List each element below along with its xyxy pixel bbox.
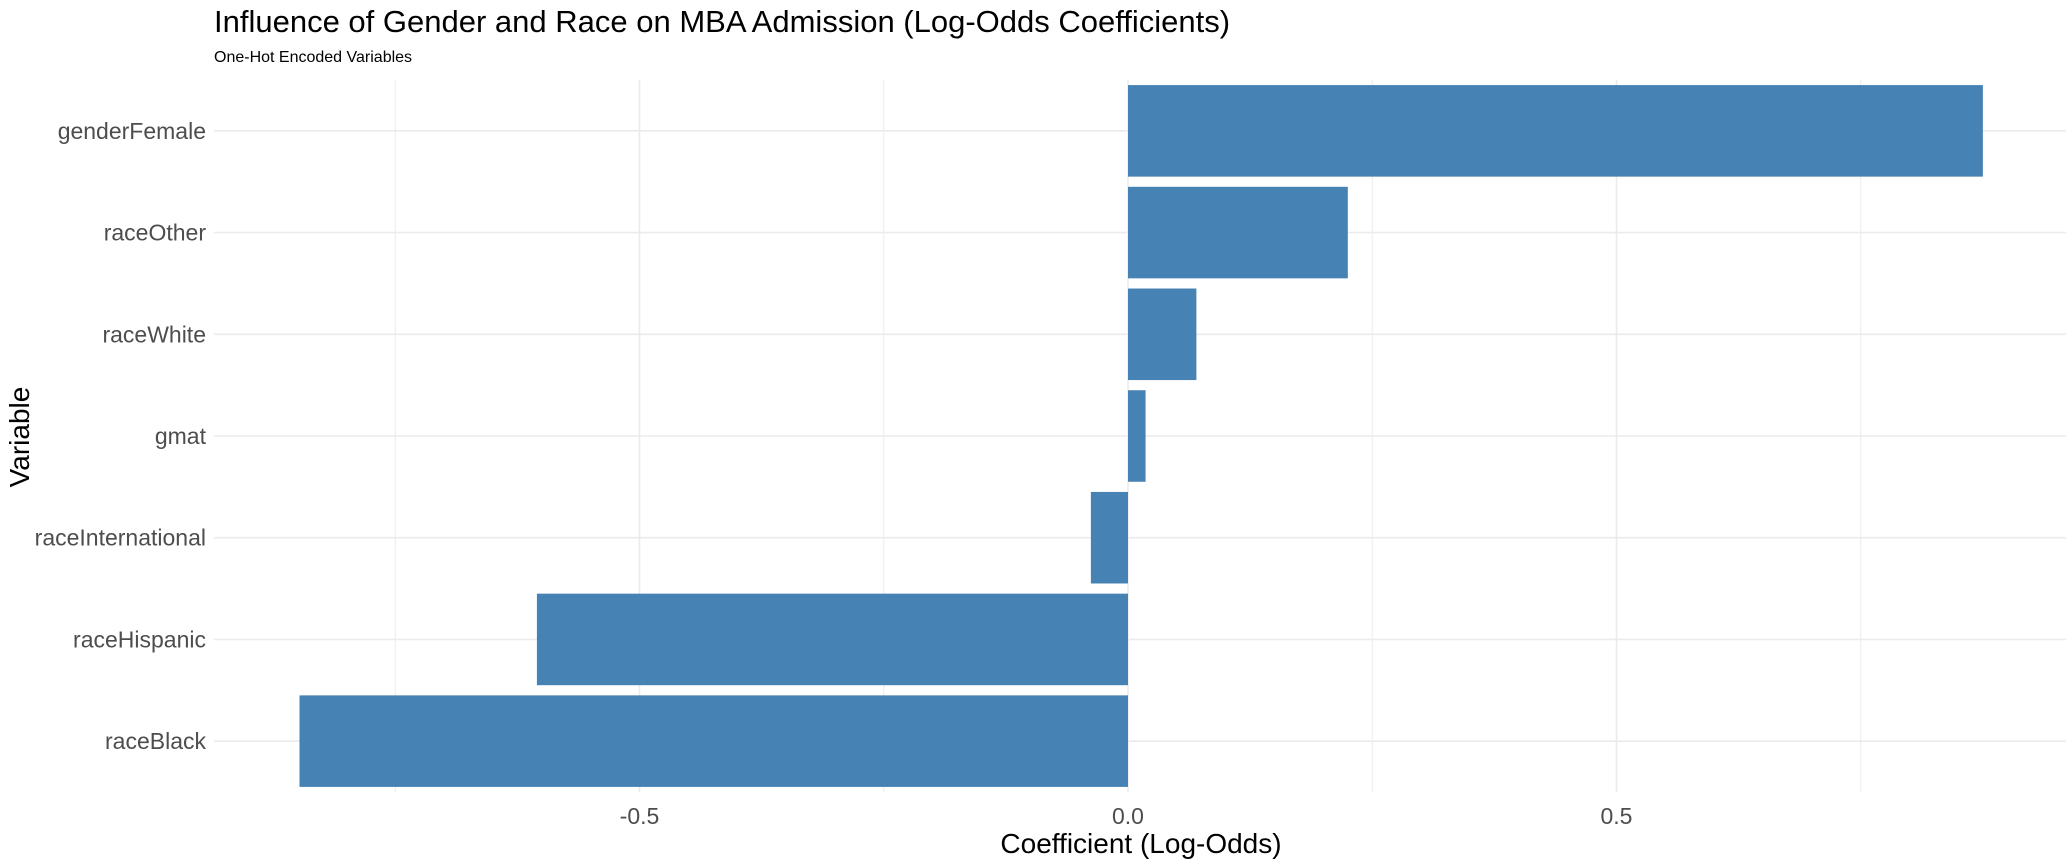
bar-raceHispanic xyxy=(536,593,1128,686)
bar-raceWhite xyxy=(1128,288,1197,381)
x-tick-labels: -0.5 0.0 0.5 xyxy=(620,803,1633,829)
x-tick-label: 0.5 xyxy=(1601,803,1633,829)
bar-raceBlack xyxy=(299,695,1128,787)
y-tick-label: raceWhite xyxy=(102,321,206,347)
x-axis-label: Coefficient (Log-Odds) xyxy=(1000,828,1281,859)
y-tick-label: raceInternational xyxy=(35,525,206,551)
x-tick-label: -0.5 xyxy=(620,803,660,829)
bar-raceOther xyxy=(1128,186,1348,279)
y-axis-label: Variable xyxy=(4,387,35,488)
bar-genderFemale xyxy=(1128,85,1983,177)
bar-gmat xyxy=(1128,390,1146,482)
bar-raceInternational xyxy=(1090,491,1128,584)
chart-title: Influence of Gender and Race on MBA Admi… xyxy=(214,4,1231,39)
y-tick-label: raceHispanic xyxy=(73,626,206,652)
y-tick-label: raceOther xyxy=(104,220,207,246)
y-tick-label: raceBlack xyxy=(105,728,206,754)
bars-layer xyxy=(299,85,1983,787)
y-tick-label: genderFemale xyxy=(58,118,206,144)
y-tick-labels: genderFemale raceOther raceWhite gmat raceIn… xyxy=(35,118,207,754)
chart-subtitle: One-Hot Encoded Variables xyxy=(214,49,413,66)
x-tick-label: 0.0 xyxy=(1112,803,1144,829)
y-tick-label: gmat xyxy=(155,423,207,449)
